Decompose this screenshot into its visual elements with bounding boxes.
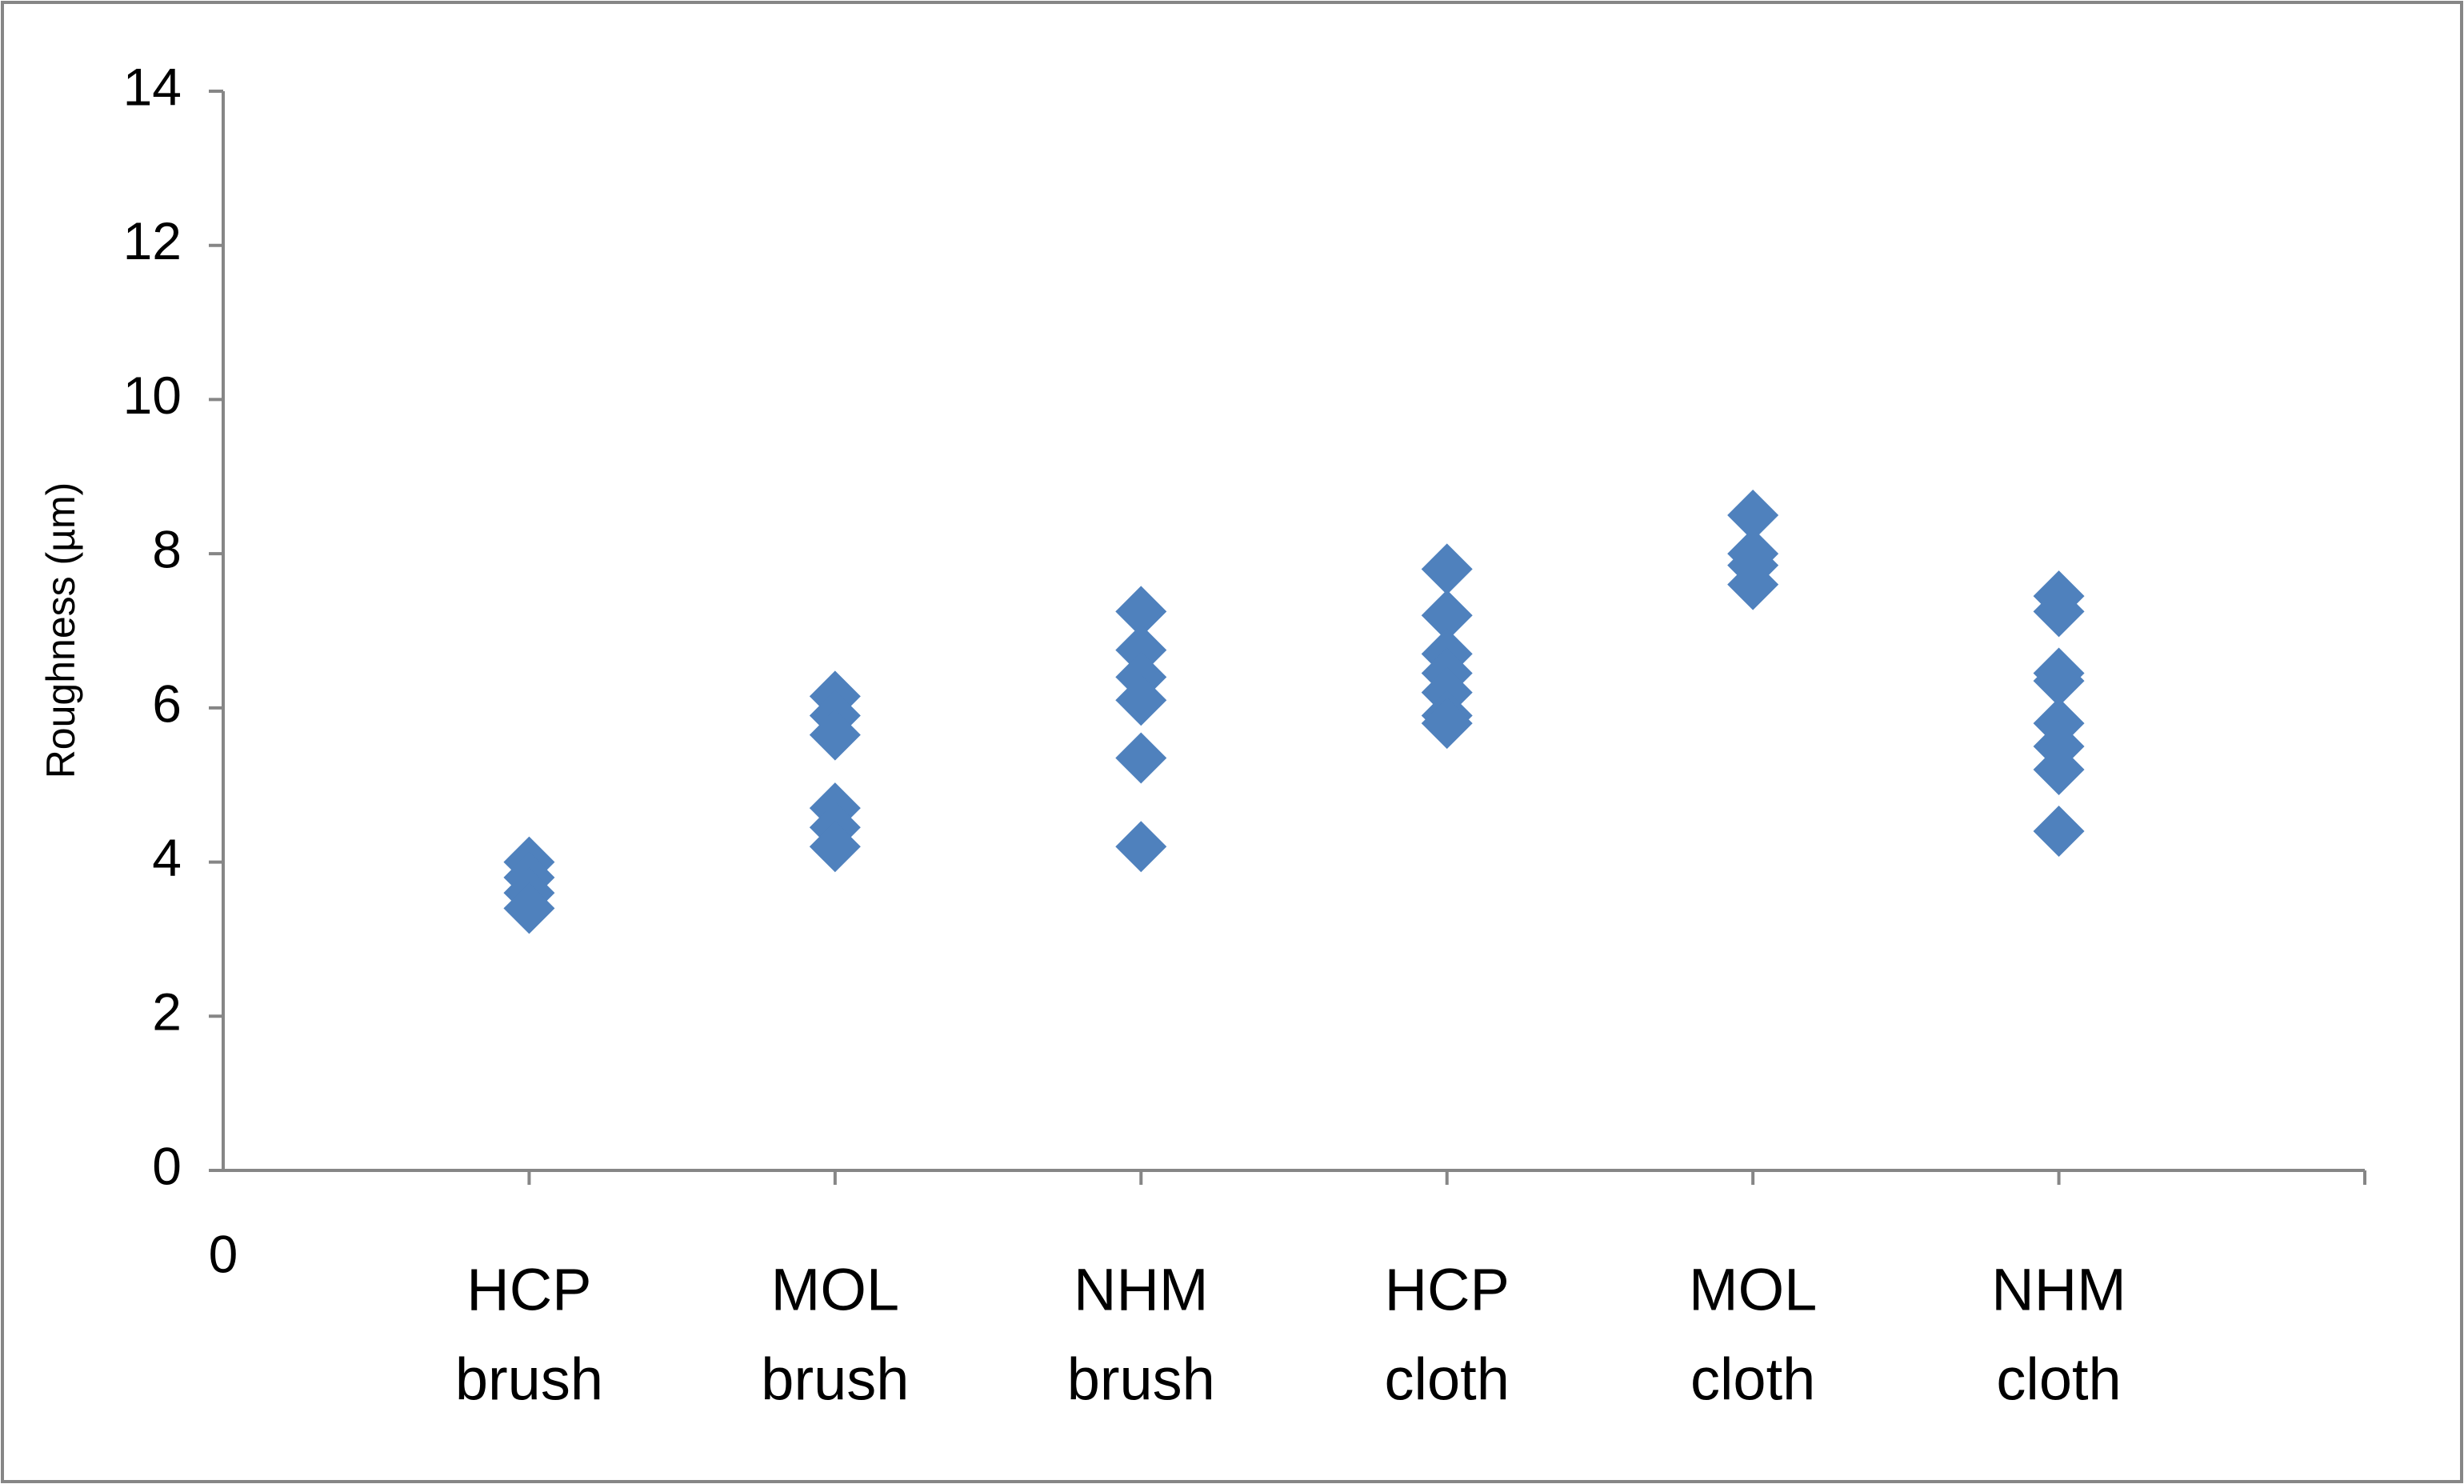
x-category-label: cloth [1690,1346,1815,1413]
x-category-label: HCP [1385,1257,1510,1323]
y-tick-label: 10 [123,366,182,425]
x-tick-label: 0 [209,1224,238,1283]
y-tick-label: 6 [152,674,182,733]
data-point [2033,743,2085,795]
x-category-label: brush [455,1346,603,1413]
x-category-label: brush [761,1346,909,1413]
data-point [2033,586,2085,638]
x-category-label: MOL [771,1257,899,1323]
data-point [1115,674,1167,726]
data-point [1421,543,1473,595]
y-tick-label: 4 [152,828,182,887]
data-point [1727,489,1779,541]
data-point [1115,586,1167,638]
data-point [2033,806,2085,858]
data-point [809,821,861,873]
x-category-label: brush [1067,1346,1215,1413]
y-axis-title: Roughness (µm) [38,482,83,779]
y-tick-label: 8 [152,520,182,579]
data-point [1727,558,1779,610]
x-category-label: MOL [1689,1257,1817,1323]
data-point [503,882,555,934]
x-category-label: NHM [1074,1257,1209,1323]
data-point [1421,698,1473,750]
data-point [809,709,861,761]
x-category-label: cloth [1996,1346,2121,1413]
data-point [1115,732,1167,784]
data-point [1421,590,1473,642]
y-tick-label: 2 [152,982,182,1042]
data-point [1115,821,1167,873]
x-category-label: cloth [1385,1346,1510,1413]
x-category-label: NHM [1991,1257,2126,1323]
y-tick-label: 14 [123,57,182,116]
y-tick-label: 0 [152,1136,182,1195]
data-point [1115,624,1167,676]
data-point [2033,655,2085,707]
x-category-label: HCP [466,1257,591,1323]
y-tick-label: 12 [123,211,182,270]
